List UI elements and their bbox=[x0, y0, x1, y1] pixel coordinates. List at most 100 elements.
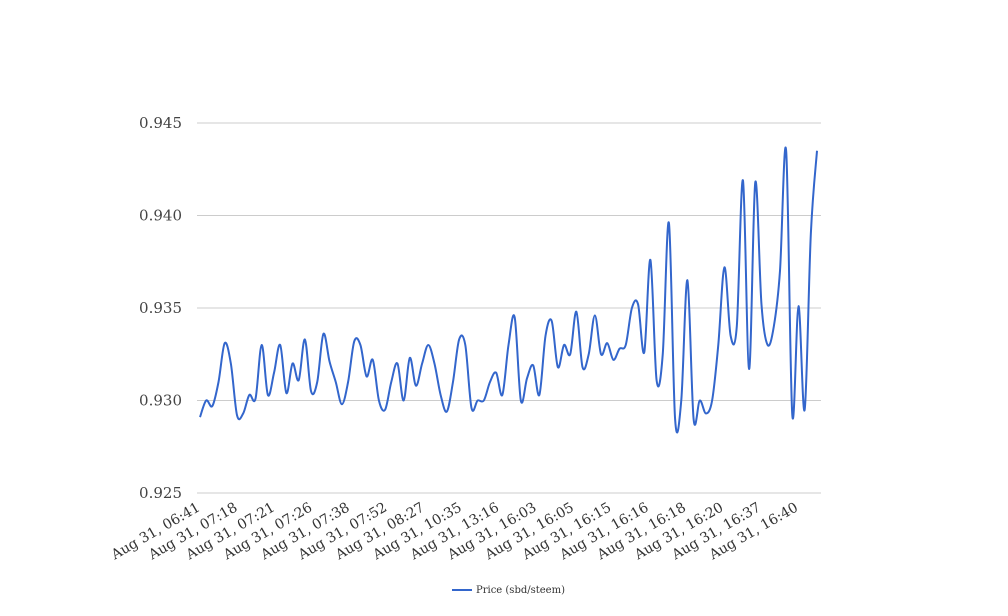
data-point[interactable] bbox=[265, 392, 271, 398]
data-point[interactable] bbox=[666, 220, 672, 226]
data-point[interactable] bbox=[308, 388, 314, 394]
data-point[interactable] bbox=[752, 179, 758, 185]
data-point[interactable] bbox=[728, 333, 734, 339]
data-point[interactable] bbox=[512, 314, 518, 320]
data-point[interactable] bbox=[450, 379, 456, 385]
data-point[interactable] bbox=[549, 318, 555, 324]
data-point[interactable] bbox=[388, 379, 394, 385]
data-point[interactable] bbox=[758, 301, 764, 307]
data-point[interactable] bbox=[333, 379, 339, 385]
data-point[interactable] bbox=[240, 410, 246, 416]
data-point[interactable] bbox=[197, 414, 203, 420]
data-point[interactable] bbox=[419, 361, 425, 367]
data-point[interactable] bbox=[296, 377, 302, 383]
data-point[interactable] bbox=[777, 268, 783, 274]
data-point[interactable] bbox=[382, 407, 388, 413]
data-point[interactable] bbox=[561, 342, 567, 348]
data-point[interactable] bbox=[314, 379, 320, 385]
data-point[interactable] bbox=[660, 351, 666, 357]
data-point[interactable] bbox=[339, 401, 345, 407]
data-point[interactable] bbox=[808, 231, 814, 237]
data-point[interactable] bbox=[765, 342, 771, 348]
data-point[interactable] bbox=[530, 362, 536, 368]
data-point[interactable] bbox=[370, 357, 376, 363]
data-point[interactable] bbox=[302, 336, 308, 342]
data-point[interactable] bbox=[438, 392, 444, 398]
data-point[interactable] bbox=[401, 398, 407, 404]
data-point[interactable] bbox=[487, 379, 493, 385]
data-point[interactable] bbox=[259, 342, 265, 348]
data-point[interactable] bbox=[617, 346, 623, 352]
data-point[interactable] bbox=[684, 277, 690, 283]
data-point[interactable] bbox=[246, 392, 252, 398]
data-point[interactable] bbox=[357, 342, 363, 348]
data-point[interactable] bbox=[364, 373, 370, 379]
data-point[interactable] bbox=[253, 396, 259, 402]
data-point[interactable] bbox=[320, 331, 326, 337]
data-point[interactable] bbox=[271, 370, 277, 376]
data-point[interactable] bbox=[228, 361, 234, 367]
data-point[interactable] bbox=[641, 349, 647, 355]
data-point[interactable] bbox=[345, 379, 351, 385]
data-point[interactable] bbox=[536, 392, 542, 398]
data-point[interactable] bbox=[580, 364, 586, 370]
data-point[interactable] bbox=[499, 392, 505, 398]
data-point[interactable] bbox=[740, 177, 746, 183]
data-point[interactable] bbox=[604, 340, 610, 346]
data-point[interactable] bbox=[462, 342, 468, 348]
data-point[interactable] bbox=[222, 340, 228, 346]
data-point[interactable] bbox=[518, 398, 524, 404]
data-point[interactable] bbox=[456, 336, 462, 342]
data-point[interactable] bbox=[444, 409, 450, 415]
data-point[interactable] bbox=[586, 351, 592, 357]
data-point[interactable] bbox=[814, 148, 820, 154]
data-point[interactable] bbox=[802, 407, 808, 413]
data-point[interactable] bbox=[734, 324, 740, 330]
data-point[interactable] bbox=[425, 342, 431, 348]
data-point[interactable] bbox=[623, 342, 629, 348]
data-point[interactable] bbox=[468, 405, 474, 411]
data-point[interactable] bbox=[783, 148, 789, 154]
data-point[interactable] bbox=[543, 333, 549, 339]
data-point[interactable] bbox=[678, 398, 684, 404]
data-point[interactable] bbox=[493, 370, 499, 376]
data-point[interactable] bbox=[413, 383, 419, 389]
data-point[interactable] bbox=[327, 359, 333, 365]
data-point[interactable] bbox=[635, 301, 641, 307]
data-point[interactable] bbox=[506, 342, 512, 348]
data-point[interactable] bbox=[376, 398, 382, 404]
data-point[interactable] bbox=[771, 324, 777, 330]
data-point[interactable] bbox=[746, 366, 752, 372]
data-point[interactable] bbox=[277, 342, 283, 348]
legend[interactable]: Price (sbd/steem) bbox=[452, 585, 565, 596]
data-point[interactable] bbox=[721, 264, 727, 270]
data-point[interactable] bbox=[475, 398, 481, 404]
data-point[interactable] bbox=[209, 403, 215, 409]
data-point[interactable] bbox=[592, 312, 598, 318]
data-point[interactable] bbox=[697, 398, 703, 404]
data-point[interactable] bbox=[703, 410, 709, 416]
data-point[interactable] bbox=[555, 364, 561, 370]
data-point[interactable] bbox=[795, 303, 801, 309]
data-point[interactable] bbox=[573, 309, 579, 315]
data-point[interactable] bbox=[203, 398, 209, 404]
data-point[interactable] bbox=[567, 351, 573, 357]
data-point[interactable] bbox=[234, 412, 240, 418]
data-point[interactable] bbox=[283, 390, 289, 396]
data-point[interactable] bbox=[351, 338, 357, 344]
data-point[interactable] bbox=[789, 412, 795, 418]
data-point[interactable] bbox=[216, 379, 222, 385]
data-point[interactable] bbox=[629, 305, 635, 311]
data-point[interactable] bbox=[407, 355, 413, 361]
data-point[interactable] bbox=[610, 357, 616, 363]
data-point[interactable] bbox=[715, 342, 721, 348]
data-point[interactable] bbox=[431, 361, 437, 367]
data-point[interactable] bbox=[481, 398, 487, 404]
data-point[interactable] bbox=[524, 375, 530, 381]
data-point[interactable] bbox=[672, 416, 678, 422]
data-point[interactable] bbox=[394, 361, 400, 367]
data-point[interactable] bbox=[290, 361, 296, 367]
data-point[interactable] bbox=[654, 377, 660, 383]
data-point[interactable] bbox=[709, 398, 715, 404]
data-point[interactable] bbox=[691, 416, 697, 422]
